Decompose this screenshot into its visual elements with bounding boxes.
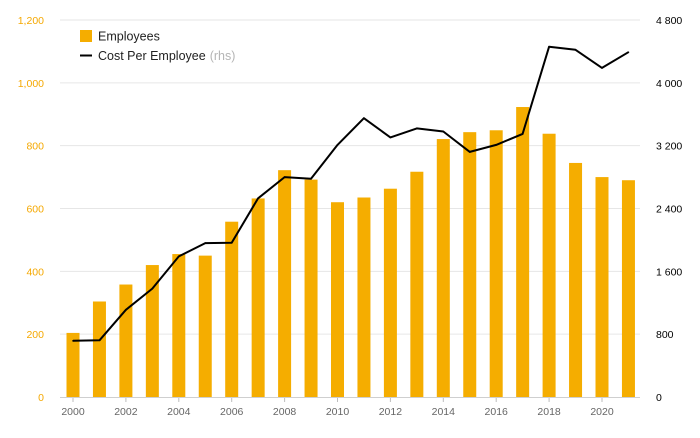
line-point-cost-per-employee <box>601 67 603 69</box>
y-right-tick-label: 2 400 <box>656 204 682 216</box>
bar-employees <box>119 284 133 397</box>
bar-employees <box>357 197 371 397</box>
line-point-cost-per-employee <box>310 177 312 180</box>
line-point-cost-per-employee <box>548 45 550 48</box>
line-path-cost-per-employee <box>72 45 629 342</box>
x-tick-label: 2008 <box>273 406 297 418</box>
x-tick-label: 2000 <box>61 406 85 418</box>
y-left-tick-label: 0 <box>38 392 44 404</box>
line-point-cost-per-employee <box>283 176 286 178</box>
y-left-tick-label: 1,000 <box>18 78 44 90</box>
legend-label-cost-per-employee-name: Cost Per Employee <box>98 49 206 63</box>
line-point-cost-per-employee <box>442 130 445 133</box>
line-point-cost-per-employee <box>495 144 498 146</box>
legend-label-employees: Employees <box>98 30 160 44</box>
line-point-cost-per-employee <box>416 127 418 130</box>
legend-label-cost-per-employee: Cost Per Employee (rhs) <box>98 49 235 63</box>
x-tick-label: 2014 <box>432 406 456 418</box>
x-tick-label: 2006 <box>220 406 244 418</box>
x-tick-label: 2004 <box>167 406 191 418</box>
line-point-cost-per-employee <box>72 340 74 342</box>
y-left-tick-label: 800 <box>26 141 44 153</box>
line-point-cost-per-employee <box>363 117 365 119</box>
y-right-tick-label: 3 200 <box>656 141 682 153</box>
line-point-cost-per-employee <box>151 287 154 290</box>
x-tick-label: 2010 <box>326 406 350 418</box>
bar-employees <box>542 133 556 397</box>
bar-employees <box>225 221 239 397</box>
bar-employees <box>436 139 450 398</box>
y-right-tick-label: 4 800 <box>656 15 682 27</box>
legend-swatch-employees <box>80 30 92 42</box>
bar-employees <box>145 265 159 397</box>
bar-employees <box>66 332 80 397</box>
bar-employees <box>410 171 424 397</box>
bar-employees <box>595 177 609 397</box>
line-point-cost-per-employee <box>574 49 577 51</box>
bar-employees <box>278 170 292 397</box>
line-point-cost-per-employee <box>178 255 180 258</box>
line-point-cost-per-employee <box>204 242 207 244</box>
line-point-cost-per-employee <box>125 309 127 311</box>
bar-employees <box>383 188 397 397</box>
line-point-cost-per-employee <box>257 197 259 200</box>
line-point-cost-per-employee <box>627 51 630 54</box>
bar-employees <box>463 132 477 397</box>
bar-employees <box>621 180 635 397</box>
x-tick-label: 2002 <box>114 406 138 418</box>
bar-employees <box>198 255 212 397</box>
bar-employees <box>516 107 530 397</box>
y-left-tick-label: 1,200 <box>18 15 44 27</box>
axes: 0 0 200 800 400 1 600 600 2 400 800 3 200 1,000 4 0… <box>18 15 683 418</box>
line-cost-per-employee <box>72 45 630 342</box>
x-tick-label: 2020 <box>590 406 614 418</box>
x-tick-label: 2018 <box>537 406 561 418</box>
line-point-cost-per-employee <box>98 339 101 342</box>
bar-employees <box>331 202 344 397</box>
bar-employees <box>489 130 503 397</box>
x-tick-label: 2016 <box>485 406 509 418</box>
bar-employees <box>92 301 106 397</box>
y-right-tick-label: 4 000 <box>656 78 682 90</box>
bar-employees <box>251 198 265 397</box>
line-point-cost-per-employee <box>468 151 471 153</box>
y-right-tick-label: 800 <box>656 329 674 341</box>
bar-employees <box>304 179 318 397</box>
bar-employees <box>172 254 186 397</box>
x-tick-label: 2012 <box>379 406 403 418</box>
y-right-tick-label: 1 600 <box>656 266 682 278</box>
y-right-tick-label: 0 <box>656 392 662 404</box>
line-point-cost-per-employee <box>230 241 233 244</box>
y-left-tick-label: 200 <box>26 329 44 341</box>
legend: Employees Cost Per Employee (rhs) <box>80 30 235 63</box>
y-left-tick-label: 400 <box>26 266 44 278</box>
y-left-tick-label: 600 <box>26 204 44 216</box>
line-point-cost-per-employee <box>336 144 339 146</box>
line-point-cost-per-employee <box>521 133 524 135</box>
legend-label-rhs: (rhs) <box>210 49 236 63</box>
bar-employees <box>569 162 583 397</box>
line-point-cost-per-employee <box>389 136 392 139</box>
bars-employees <box>66 107 635 398</box>
